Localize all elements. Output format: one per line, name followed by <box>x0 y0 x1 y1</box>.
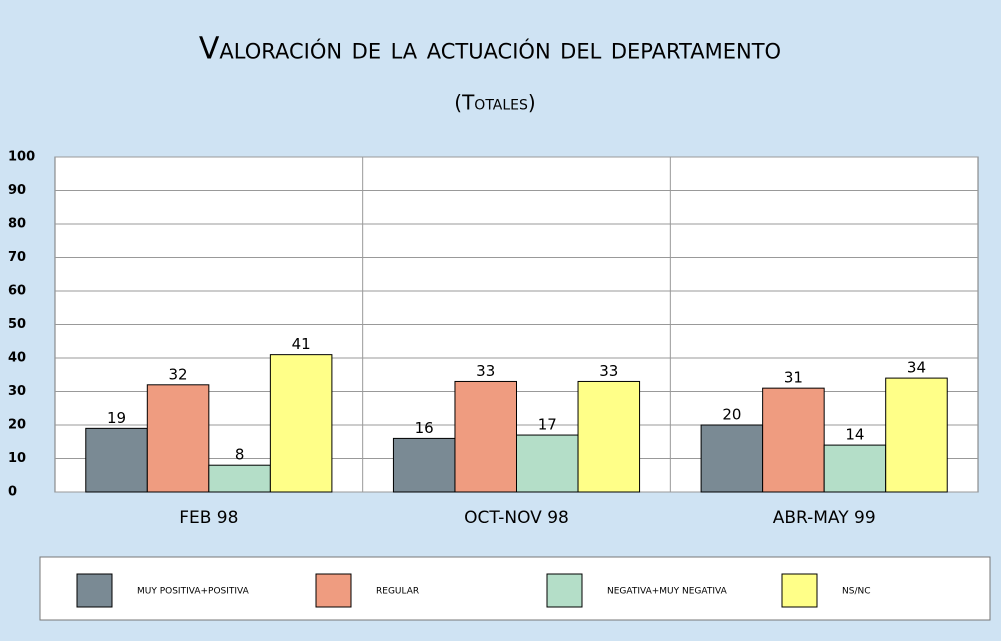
y-tick-label: 20 <box>8 418 26 433</box>
value-label: 32 <box>169 365 188 383</box>
bar <box>146 384 210 493</box>
y-tick-label: 100 <box>8 150 35 165</box>
chart-title: Valoración de la actuación del departame… <box>199 32 781 67</box>
bar <box>700 424 764 493</box>
legend-swatch <box>781 573 818 608</box>
y-tick-label: 30 <box>8 384 26 399</box>
value-label: 19 <box>107 409 126 427</box>
value-label: 31 <box>784 369 803 387</box>
legend-label: NS/NC <box>842 587 871 597</box>
legend-swatch <box>76 573 113 608</box>
value-label: 14 <box>845 426 864 444</box>
y-tick-label: 50 <box>8 317 26 332</box>
y-tick-label: 0 <box>8 485 17 500</box>
bar <box>577 380 641 493</box>
bar <box>208 464 271 493</box>
bar <box>516 434 579 493</box>
bar <box>392 437 456 493</box>
legend-label: REGULAR <box>376 587 419 597</box>
value-label: 33 <box>599 362 618 380</box>
legend <box>39 556 991 621</box>
x-tick-label: ABR-MAY 99 <box>773 508 876 528</box>
value-label: 17 <box>538 416 557 434</box>
y-tick-label: 80 <box>8 217 26 232</box>
value-label: 34 <box>907 359 926 377</box>
value-label: 8 <box>235 446 245 464</box>
value-label: 33 <box>476 362 495 380</box>
bar <box>885 377 948 493</box>
bar <box>762 387 825 493</box>
value-label: 20 <box>722 406 741 424</box>
y-tick-label: 70 <box>8 250 26 265</box>
x-tick-label: FEB 98 <box>179 508 238 528</box>
y-tick-label: 90 <box>8 183 26 198</box>
legend-label: NEGATIVA+MUY NEGATIVA <box>607 587 728 597</box>
legend-swatch <box>546 573 583 608</box>
bar <box>454 380 518 493</box>
x-tick-label: OCT-NOV 98 <box>464 508 569 528</box>
legend-swatch <box>315 573 352 608</box>
value-label: 41 <box>292 335 311 353</box>
y-tick-label: 60 <box>8 284 26 299</box>
value-label: 16 <box>415 419 434 437</box>
bar <box>85 427 148 493</box>
legend-label: MUY POSITIVA+POSITIVA <box>137 587 250 597</box>
y-tick-label: 10 <box>8 451 26 466</box>
bar <box>269 354 333 493</box>
chart-subtitle: (Totales) <box>454 91 535 115</box>
bar <box>823 444 887 493</box>
y-tick-label: 40 <box>8 351 26 366</box>
